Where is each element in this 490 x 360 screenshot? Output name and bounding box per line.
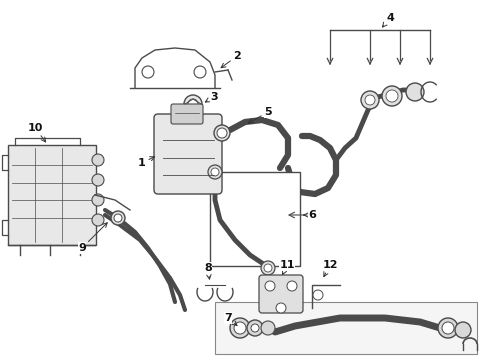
Circle shape xyxy=(251,324,259,332)
Text: 3: 3 xyxy=(205,92,218,102)
FancyBboxPatch shape xyxy=(259,275,303,313)
Circle shape xyxy=(208,165,222,179)
Bar xyxy=(210,172,300,266)
FancyBboxPatch shape xyxy=(171,104,203,124)
Circle shape xyxy=(386,90,398,102)
Text: 5: 5 xyxy=(248,107,272,123)
Bar xyxy=(8,145,96,245)
Circle shape xyxy=(406,83,424,101)
Circle shape xyxy=(111,211,125,225)
Text: 6: 6 xyxy=(304,210,316,220)
Text: 1: 1 xyxy=(138,157,154,168)
Text: 8: 8 xyxy=(204,263,212,279)
FancyBboxPatch shape xyxy=(154,114,222,194)
Circle shape xyxy=(211,168,219,176)
Circle shape xyxy=(361,91,379,109)
Circle shape xyxy=(276,303,286,313)
Circle shape xyxy=(455,322,471,338)
Circle shape xyxy=(92,194,104,206)
Circle shape xyxy=(247,320,263,336)
Circle shape xyxy=(184,95,202,113)
Circle shape xyxy=(214,125,230,141)
Circle shape xyxy=(265,281,275,291)
Circle shape xyxy=(442,322,454,334)
Circle shape xyxy=(142,66,154,78)
Circle shape xyxy=(261,261,275,275)
Text: 11: 11 xyxy=(279,260,295,274)
Text: 2: 2 xyxy=(221,51,241,68)
Circle shape xyxy=(234,322,246,334)
Text: 10: 10 xyxy=(27,123,46,142)
Circle shape xyxy=(264,264,272,272)
Circle shape xyxy=(287,281,297,291)
Circle shape xyxy=(261,321,275,335)
Circle shape xyxy=(194,66,206,78)
Circle shape xyxy=(188,99,198,109)
Text: 7: 7 xyxy=(224,313,237,325)
Circle shape xyxy=(438,318,458,338)
Text: 12: 12 xyxy=(322,260,338,276)
Text: 4: 4 xyxy=(383,13,394,27)
Circle shape xyxy=(92,214,104,226)
Circle shape xyxy=(365,95,375,105)
Circle shape xyxy=(313,290,323,300)
Circle shape xyxy=(230,318,250,338)
Circle shape xyxy=(217,128,227,138)
Circle shape xyxy=(92,174,104,186)
Circle shape xyxy=(114,214,122,222)
Circle shape xyxy=(92,154,104,166)
Circle shape xyxy=(382,86,402,106)
Text: 9: 9 xyxy=(78,223,107,253)
Bar xyxy=(215,302,477,354)
